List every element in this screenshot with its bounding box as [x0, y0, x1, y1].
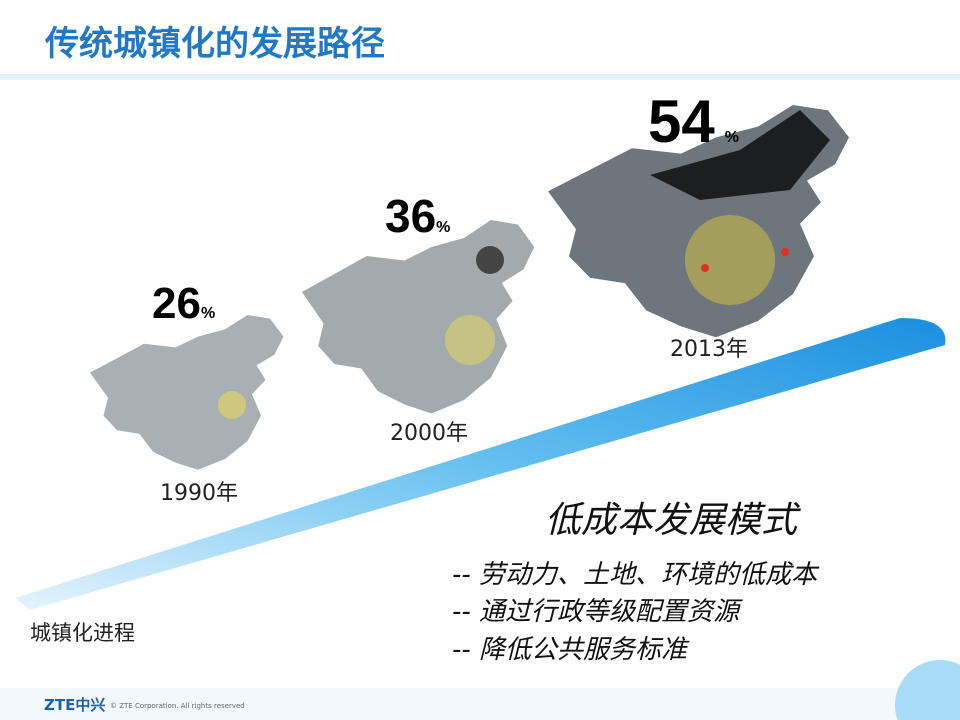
- model-heading: 低成本发展模式: [545, 500, 801, 541]
- model-point: -- 通过行政等级配置资源: [452, 597, 743, 627]
- map-1990: [90, 315, 284, 470]
- footer-copyright: © ZTE Corporation. All rights reserved: [110, 702, 245, 710]
- map-2000: [302, 220, 535, 414]
- year-2000: 2000年: [390, 421, 468, 446]
- year-1990: 1990年: [160, 481, 238, 506]
- map-2013: [548, 105, 849, 338]
- year-2013: 2013年: [670, 337, 748, 362]
- progress-ribbon: [15, 318, 946, 610]
- rate-2013: 54%: [648, 88, 739, 155]
- footer-decoration: [895, 660, 960, 720]
- model-point: -- 降低公共服务标准: [452, 635, 690, 665]
- rate-2000: 36%: [385, 190, 450, 242]
- model-point: -- 劳动力、土地、环境的低成本: [452, 560, 820, 590]
- footer-band: [0, 688, 960, 720]
- rate-1990: 26%: [152, 279, 215, 328]
- title: 传统城镇化的发展路径: [44, 24, 385, 64]
- footer-logo: ZTE中兴: [44, 696, 105, 714]
- header-band: [0, 74, 960, 80]
- arrow-label: 城镇化进程: [30, 621, 135, 645]
